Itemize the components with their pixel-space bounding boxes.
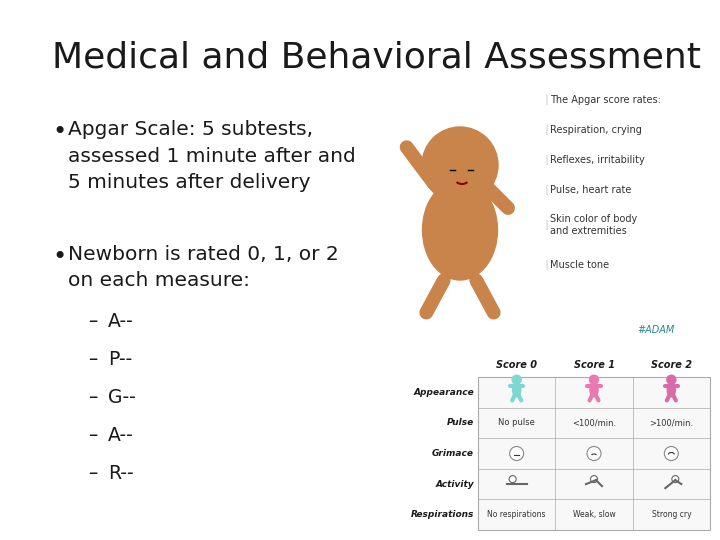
Text: P--: P-- — [108, 350, 132, 369]
Text: A--: A-- — [108, 312, 134, 331]
FancyArrowPatch shape — [477, 280, 494, 313]
Circle shape — [422, 127, 498, 203]
Circle shape — [665, 447, 678, 461]
FancyArrowPatch shape — [426, 280, 444, 313]
Text: Medical and Behavioral Assessment: Medical and Behavioral Assessment — [52, 40, 701, 74]
Text: Grimace: Grimace — [432, 449, 474, 458]
Circle shape — [667, 375, 676, 384]
FancyArrowPatch shape — [487, 187, 508, 208]
Text: Muscle tone: Muscle tone — [550, 260, 609, 270]
Text: –: – — [88, 464, 97, 483]
Circle shape — [510, 447, 523, 461]
Text: R--: R-- — [108, 464, 134, 483]
Text: No respirations: No respirations — [487, 510, 546, 519]
Circle shape — [509, 476, 516, 483]
Text: The Apgar score rates:: The Apgar score rates: — [550, 95, 661, 105]
Text: Newborn is rated 0, 1, or 2
on each measure:: Newborn is rated 0, 1, or 2 on each meas… — [68, 245, 338, 291]
Text: #ADAM: #ADAM — [638, 325, 675, 335]
Text: Respiration, crying: Respiration, crying — [550, 125, 642, 135]
Text: A--: A-- — [108, 426, 134, 445]
Text: –: – — [88, 388, 97, 407]
Text: Pulse: Pulse — [446, 418, 474, 427]
FancyBboxPatch shape — [478, 377, 710, 530]
Text: Score 1: Score 1 — [574, 360, 614, 370]
Text: Score 0: Score 0 — [496, 360, 537, 370]
Circle shape — [590, 375, 598, 384]
Text: Pulse, heart rate: Pulse, heart rate — [550, 185, 631, 195]
Text: No pulse: No pulse — [498, 418, 535, 427]
Text: –: – — [88, 350, 97, 369]
Text: Skin color of body
and extremities: Skin color of body and extremities — [550, 214, 637, 236]
Text: Reflexes, irritability: Reflexes, irritability — [550, 155, 644, 165]
Text: Appearance: Appearance — [413, 388, 474, 397]
Text: G--: G-- — [108, 388, 136, 407]
FancyArrowPatch shape — [407, 147, 433, 183]
Text: –: – — [88, 312, 97, 331]
Ellipse shape — [590, 383, 598, 397]
Text: Weak, slow: Weak, slow — [572, 510, 616, 519]
Ellipse shape — [667, 383, 675, 397]
Text: Apgar Scale: 5 subtests,
assessed 1 minute after and
5 minutes after delivery: Apgar Scale: 5 subtests, assessed 1 minu… — [68, 120, 356, 192]
Text: Strong cry: Strong cry — [652, 510, 691, 519]
Circle shape — [672, 476, 679, 483]
Text: >100/min.: >100/min. — [649, 418, 693, 427]
Ellipse shape — [423, 180, 498, 280]
Text: Activity: Activity — [436, 480, 474, 489]
Circle shape — [512, 375, 521, 384]
Ellipse shape — [513, 383, 521, 397]
FancyBboxPatch shape — [390, 50, 700, 350]
Text: Score 2: Score 2 — [651, 360, 692, 370]
Text: <100/min.: <100/min. — [572, 418, 616, 427]
Text: Respirations: Respirations — [410, 510, 474, 519]
Circle shape — [587, 447, 601, 461]
Circle shape — [590, 476, 598, 483]
Text: •: • — [52, 120, 66, 144]
Text: •: • — [52, 245, 66, 269]
Text: –: – — [88, 426, 97, 445]
